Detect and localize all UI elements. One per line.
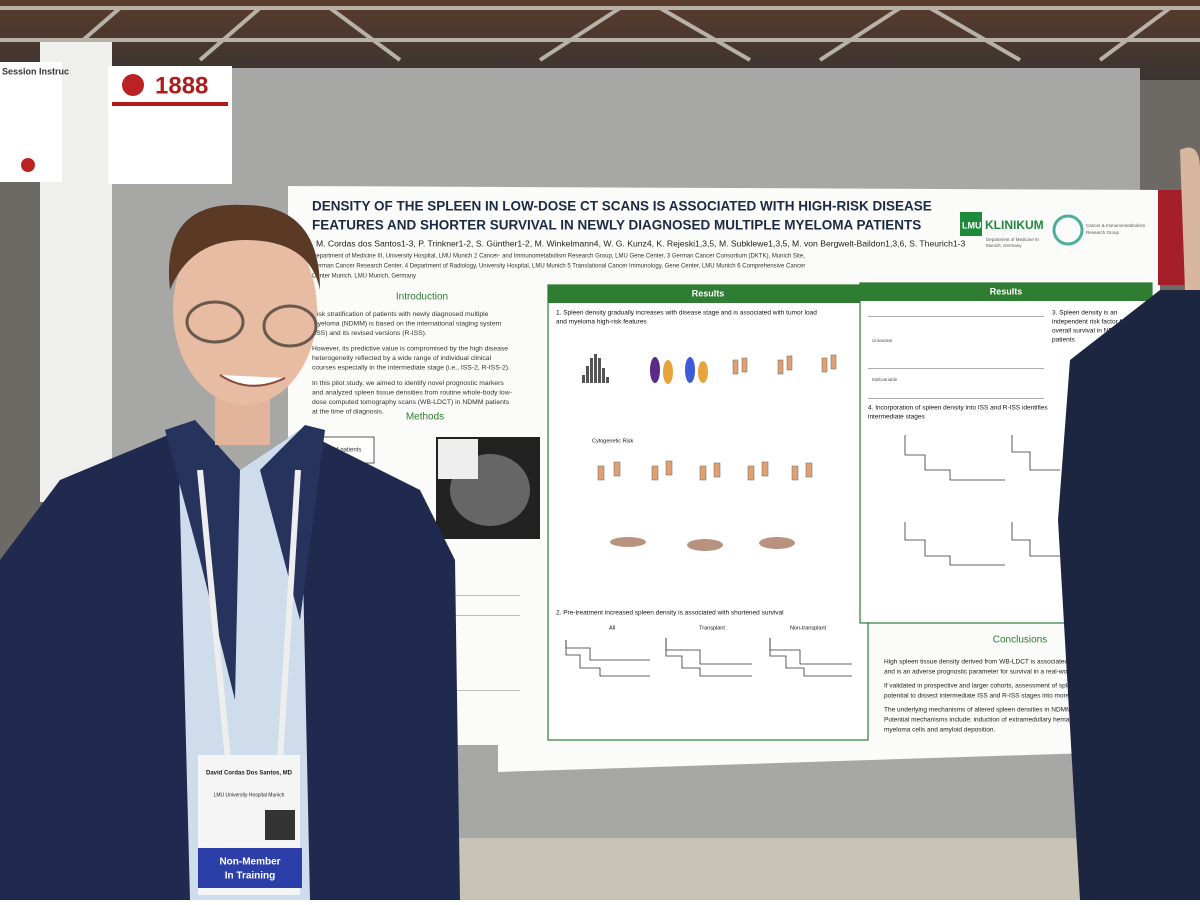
- badge-org: LMU University Hospital Munich: [214, 792, 285, 798]
- result-heading: overall survival in NDMM: [1052, 328, 1124, 335]
- lanyard: [197, 469, 231, 761]
- result-heading: 1. Spleen density gradually increases wi…: [556, 310, 817, 317]
- right-person-face: [1180, 147, 1200, 290]
- box-plots: [597, 354, 837, 481]
- logo-dept: Department of Medicine III: [986, 237, 1039, 242]
- intro-line: heterogeneity reflected by a wide range …: [312, 355, 492, 362]
- cox-table: [868, 316, 1044, 399]
- lanyard: [277, 469, 301, 761]
- panel-label: Transplant: [699, 625, 725, 631]
- panel-label: Non-transplant: [790, 625, 827, 631]
- intro-line: at the time of diagnosis.: [312, 408, 384, 415]
- conclusion-line: potential to dissect intermediate ISS an…: [884, 693, 1094, 700]
- survival-curves: [904, 435, 1060, 566]
- qr-code: [265, 810, 295, 840]
- conclusion-line: and is an adverse prognostic parameter f…: [884, 669, 1091, 676]
- intro-line: Risk stratification of patients with new…: [312, 311, 489, 318]
- section-heading: Introduction: [396, 292, 448, 303]
- badge-ribbon: [198, 848, 302, 888]
- result-heading: independent risk factor for poor: [1052, 319, 1143, 326]
- sign-logo: [21, 158, 35, 172]
- results-panel: [547, 284, 869, 741]
- hair: [168, 204, 320, 290]
- intro-line: However, its predictive value is comprom…: [312, 345, 508, 352]
- badge-type: Non-Member: [219, 857, 280, 868]
- result-heading: 3. Spleen density is an: [1052, 310, 1118, 317]
- result-heading: intermediate stages: [868, 414, 925, 421]
- intro-line: courses especially in the intermediate s…: [312, 364, 510, 371]
- poster-title: FEATURES AND SHORTER SURVIVAL IN NEWLY D…: [312, 218, 921, 233]
- affiliation: Center Munich, LMU Munich, Germany: [312, 274, 416, 280]
- trusses: [0, 6, 1200, 62]
- results-header: [860, 283, 1152, 301]
- smile: [219, 374, 286, 387]
- intro-line: dose computed tomography scans (WB-LDCT)…: [312, 399, 510, 406]
- glasses: [185, 300, 245, 344]
- poster-title: DENSITY OF THE SPLEEN IN LOW-DOSE CT SCA…: [312, 199, 932, 214]
- scatter-clouds: [610, 537, 795, 551]
- conclusion-line: The underlying mechanisms of altered spl…: [884, 707, 1097, 714]
- board-logo: [122, 74, 144, 96]
- intro-line: and analyzed spleen tissue densities fro…: [312, 389, 512, 396]
- table-row-label: Univariate: [872, 338, 893, 343]
- affiliation: Department of Medicine III, University H…: [312, 254, 805, 260]
- session-sign-text: Session Instruc: [2, 66, 69, 76]
- poster-authors: D. M. Cordas dos Santos1-3, P. Trinkner1…: [305, 238, 965, 248]
- intro-line: (ISS) and its revised versions (R-ISS).: [312, 330, 427, 337]
- panel-label: Cytogenetic Risk: [592, 438, 634, 444]
- group-name: Cancer & Immunometabolism: [1086, 223, 1146, 228]
- histogram: [582, 354, 609, 383]
- section-heading: Methods: [406, 412, 444, 423]
- face: [173, 215, 317, 405]
- conclusion-line: If validated in prospective and larger c…: [884, 683, 1094, 690]
- ct-scout: [438, 439, 478, 479]
- group-name: Research Group: [1086, 230, 1120, 235]
- violin-plots: [650, 357, 708, 384]
- logo-mark: [960, 212, 982, 236]
- survival-curves: [565, 638, 852, 677]
- intro-line: myeloma (NDMM) is based on the internati…: [312, 320, 502, 327]
- badge-name: David Cordas Dos Santos, MD: [206, 771, 293, 777]
- logo-klinikum: KLINIKUM: [985, 218, 1044, 232]
- methods-table: [450, 595, 520, 691]
- conclusion-line: Potential mechanisms include: induction …: [884, 717, 1097, 724]
- conclusion-line: myeloma cells and amyloid deposition.: [884, 727, 995, 734]
- section-heading: Results: [692, 288, 725, 298]
- results-header: [548, 285, 868, 303]
- group-logo: [1052, 214, 1084, 246]
- result-heading: and myeloma high-risk features: [556, 319, 647, 326]
- intro-line: In this pilot study, we aimed to identif…: [312, 380, 504, 387]
- logo-city: Munich, Germany: [986, 243, 1022, 248]
- board-number: 1888: [155, 72, 208, 99]
- conclusion-line: High spleen tissue density derived from …: [884, 659, 1087, 666]
- logo-lmu: LMU: [962, 220, 982, 230]
- result-heading: patients: [1052, 337, 1076, 344]
- table-row-label: Multivariable: [872, 377, 898, 382]
- section-heading: Conclusions: [993, 635, 1047, 646]
- sign-rule: [112, 102, 228, 106]
- affiliation: German Cancer Research Center, 4 Departm…: [312, 264, 805, 270]
- lapel: [165, 420, 240, 700]
- conclusions: High spleen tissue density derived from …: [884, 659, 1097, 734]
- result-heading: 2. Pre-treatment increased spleen densit…: [556, 610, 784, 617]
- badge-type: In Training: [225, 871, 276, 882]
- glasses: [262, 304, 318, 348]
- result-heading: 4. Incorporation of spleen density into …: [868, 405, 1048, 412]
- panel-label: All: [609, 625, 615, 631]
- section-heading: Results: [990, 286, 1023, 296]
- introduction: Risk stratification of patients with new…: [312, 311, 512, 416]
- right-person: [1058, 290, 1200, 900]
